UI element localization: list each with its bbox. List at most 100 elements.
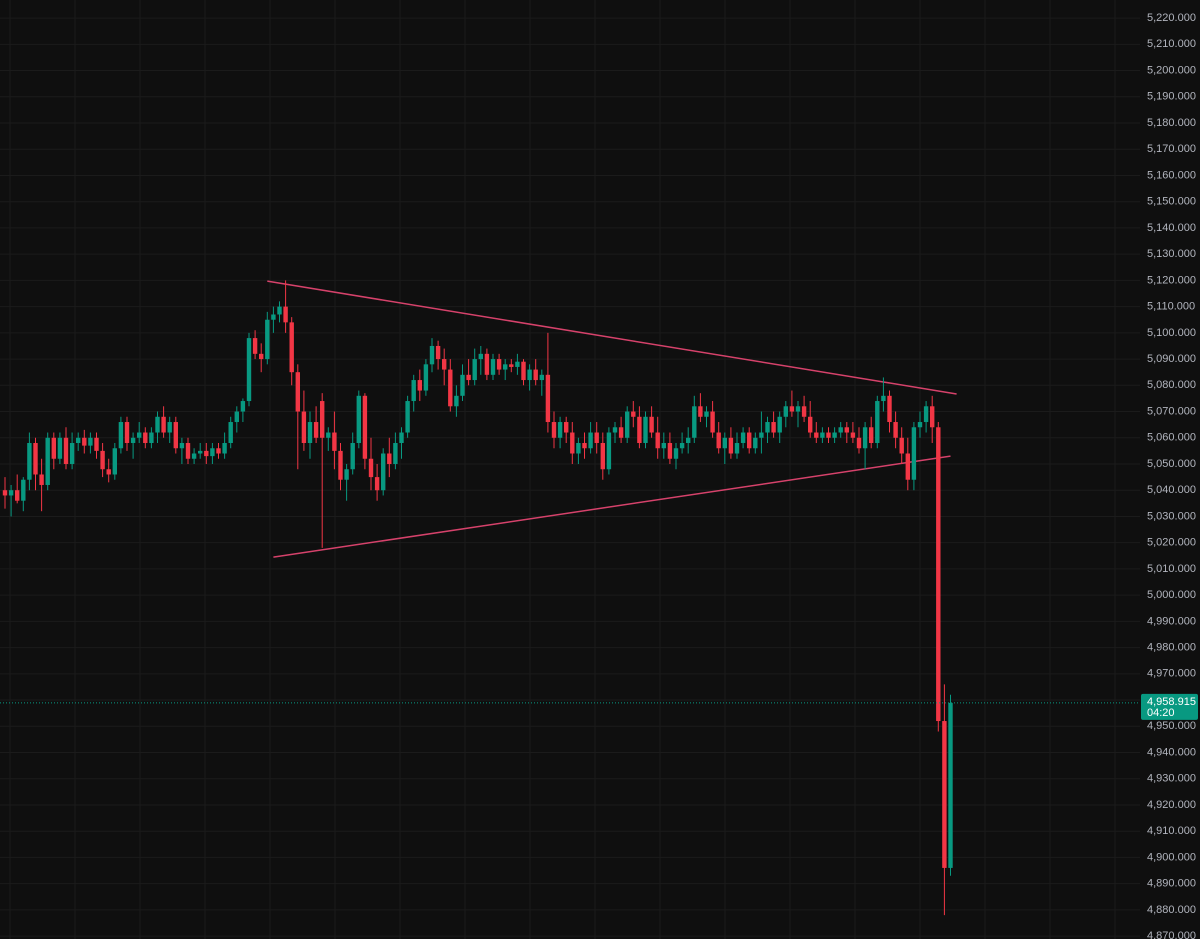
candle-body [454, 395, 459, 407]
y-tick-label: 4,880.000 [1147, 904, 1196, 916]
candle-body [350, 443, 355, 470]
candle-body [265, 319, 270, 360]
candle-body [875, 401, 880, 444]
candle-body [82, 437, 87, 446]
candle-body [51, 437, 56, 459]
candle-body [881, 395, 886, 402]
candle-body [533, 369, 538, 381]
y-tick-label: 5,210.000 [1147, 38, 1196, 50]
candle-body [618, 427, 624, 438]
y-tick-label: 4,870.000 [1147, 930, 1196, 939]
candle-body [228, 422, 233, 444]
y-tick-label: 5,200.000 [1147, 64, 1196, 76]
candle-body [320, 401, 325, 438]
candle-body [753, 437, 758, 449]
candle-body [295, 372, 300, 412]
y-tick-label: 5,070.000 [1147, 405, 1196, 417]
candle-body [179, 443, 185, 449]
candle-body [33, 443, 38, 475]
countdown-label: 04:20 [1147, 707, 1175, 719]
candle-body [246, 338, 252, 402]
candle-body [63, 437, 69, 464]
candle-body [252, 338, 258, 354]
candle-body [27, 443, 32, 480]
candle-body [106, 469, 111, 475]
candle-body [832, 432, 837, 438]
y-tick-label: 4,990.000 [1147, 615, 1196, 627]
candle-body [368, 458, 374, 478]
candle-body [130, 437, 136, 444]
candle-body [149, 432, 154, 444]
candle-body [435, 345, 441, 360]
candle-body [911, 427, 917, 480]
candle-body [289, 322, 294, 373]
candle-body [667, 443, 673, 459]
y-tick-label: 4,940.000 [1147, 746, 1196, 758]
candle-body [539, 374, 544, 381]
y-tick-label: 4,950.000 [1147, 720, 1196, 732]
y-tick-label: 5,090.000 [1147, 353, 1196, 365]
candle-body [39, 474, 44, 485]
candle-body [777, 416, 782, 433]
candle-body [2, 490, 8, 496]
candle-body [478, 353, 483, 360]
candle-body [710, 411, 715, 433]
candle-body [588, 432, 593, 449]
candle-body [673, 448, 679, 459]
candle-body [100, 450, 105, 470]
candle-body [692, 406, 697, 438]
candle-body [625, 411, 630, 438]
candle-body [94, 437, 99, 451]
candle-body [301, 411, 307, 444]
candle-body [515, 361, 520, 367]
candle-body [814, 432, 819, 438]
candle-body [191, 453, 197, 459]
candle-body [405, 401, 410, 433]
y-tick-label: 4,980.000 [1147, 642, 1196, 654]
last-price-box [1141, 693, 1198, 720]
candle-body [551, 422, 557, 438]
y-tick-label: 5,050.000 [1147, 458, 1196, 470]
y-tick-label: 5,100.000 [1147, 327, 1196, 339]
y-tick-label: 5,110.000 [1147, 301, 1195, 313]
candle-body [381, 453, 386, 491]
candle-body [905, 453, 910, 480]
candle-body [484, 353, 490, 375]
candle-body [313, 422, 319, 438]
candle-body [801, 406, 807, 417]
candle-body [326, 432, 331, 438]
candle-body [808, 416, 813, 433]
y-tick-label: 4,910.000 [1147, 825, 1196, 837]
candle-body [393, 443, 398, 464]
candle-body [698, 406, 703, 417]
candle-body [57, 437, 63, 459]
candle-body [643, 416, 648, 444]
candle-body [557, 422, 563, 438]
y-tick-label: 5,000.000 [1147, 589, 1196, 601]
candle-body [594, 432, 599, 444]
candle-body [576, 443, 581, 454]
candle-body [240, 401, 246, 412]
candle-body [759, 432, 764, 438]
candle-body [612, 427, 618, 433]
candle-body [472, 359, 477, 381]
candle-body [600, 443, 605, 470]
candle-body [655, 432, 660, 449]
y-tick-label: 5,180.000 [1147, 117, 1196, 129]
candle-body [204, 450, 209, 457]
candle-body [259, 353, 264, 360]
y-tick-label: 5,040.000 [1147, 484, 1196, 496]
candle-body [307, 422, 313, 444]
candle-body [704, 411, 709, 417]
y-tick-label: 5,010.000 [1147, 563, 1196, 575]
candle-body [362, 395, 368, 459]
candle-body [460, 374, 465, 396]
y-tick-label: 5,030.000 [1147, 510, 1196, 522]
candle-body [15, 490, 20, 501]
candle-body [118, 422, 124, 449]
candle-body [283, 306, 288, 323]
y-tick-label: 5,220.000 [1147, 12, 1196, 24]
candle-body [917, 422, 923, 428]
last-price-label: 4,958.915 [1147, 696, 1196, 708]
